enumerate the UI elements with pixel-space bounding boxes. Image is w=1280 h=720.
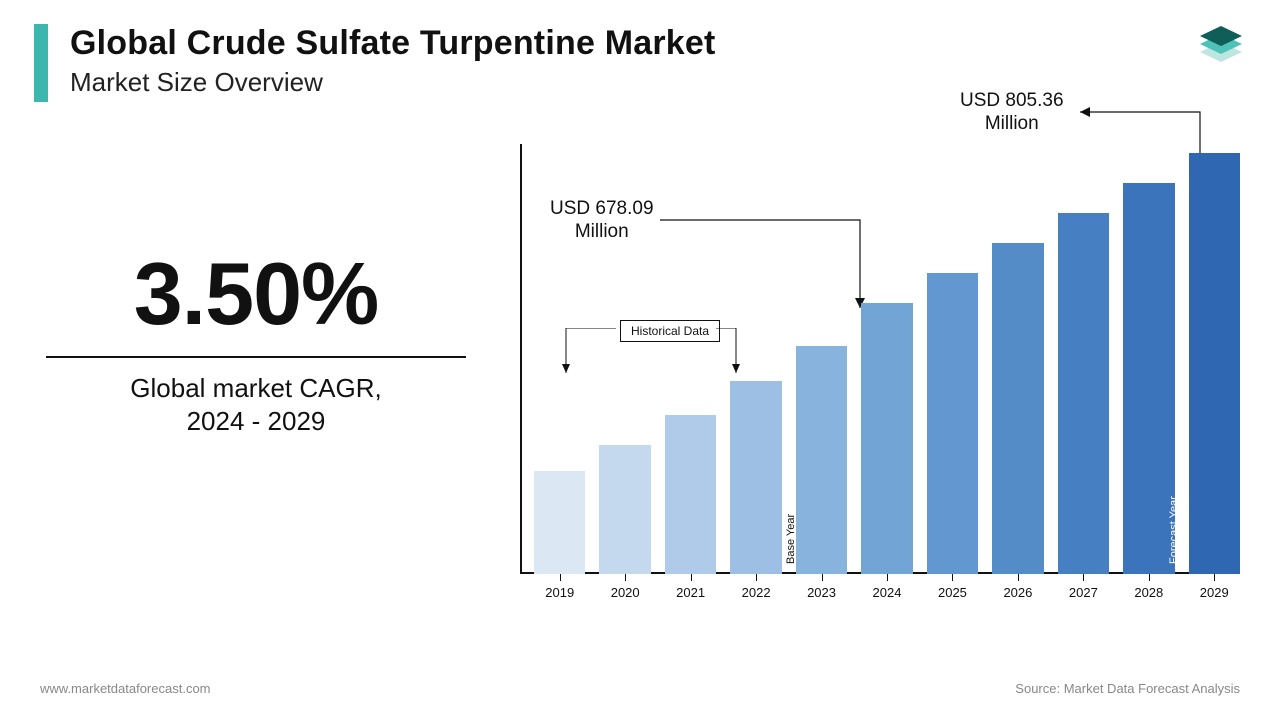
footer-url: www.marketdataforecast.com xyxy=(40,681,211,696)
x-label-2026: 2026 xyxy=(992,585,1043,600)
infographic-canvas: Global Crude Sulfate Turpentine Market M… xyxy=(0,0,1280,720)
x-label-2022: 2022 xyxy=(730,585,781,600)
x-labels: 2019 2020 2021 2022 2023 2024 2025 2026 2027 2028… xyxy=(534,585,1240,600)
bar-2025 xyxy=(927,273,978,574)
cagr-stat: 3.50% Global market CAGR, 2024 - 2029 xyxy=(46,250,466,437)
in-bar-label-2023: Base Year xyxy=(784,514,796,564)
cagr-label: Global market CAGR, 2024 - 2029 xyxy=(46,372,466,437)
x-label-2019: 2019 xyxy=(534,585,585,600)
callout-2029: USD 805.36 Million xyxy=(960,90,1064,136)
bar-2019 xyxy=(534,471,585,574)
accent-bar xyxy=(34,24,48,102)
logo-layers xyxy=(1200,26,1242,62)
bar-2029: Forecast Year xyxy=(1189,153,1240,574)
bar-2022 xyxy=(730,381,781,575)
bar-2028 xyxy=(1123,183,1174,574)
x-label-2023: 2023 xyxy=(796,585,847,600)
divider xyxy=(46,356,466,358)
footer-source: Source: Market Data Forecast Analysis xyxy=(1015,681,1240,696)
bars-container: Base Year Forecast Year xyxy=(534,144,1240,574)
x-label-2025: 2025 xyxy=(927,585,978,600)
x-label-2028: 2028 xyxy=(1123,585,1174,600)
bar-2021 xyxy=(665,415,716,574)
x-label-2021: 2021 xyxy=(665,585,716,600)
x-label-2027: 2027 xyxy=(1058,585,1109,600)
bar-2023: Base Year xyxy=(796,346,847,574)
cagr-value: 3.50% xyxy=(46,250,466,338)
in-bar-label-2029: Forecast Year xyxy=(1168,496,1180,564)
x-label-2020: 2020 xyxy=(599,585,650,600)
page-subtitle: Market Size Overview xyxy=(70,67,716,98)
bar-chart: USD 678.09 Million USD 805.36 Million Hi… xyxy=(520,130,1240,620)
header: Global Crude Sulfate Turpentine Market M… xyxy=(34,24,716,102)
x-label-2024: 2024 xyxy=(861,585,912,600)
x-label-2029: 2029 xyxy=(1189,585,1240,600)
page-title: Global Crude Sulfate Turpentine Market xyxy=(70,24,716,63)
bar-2027 xyxy=(1058,213,1109,574)
plot-area: Base Year Forecast Year xyxy=(520,144,1240,574)
bar-2020 xyxy=(599,445,650,574)
header-text: Global Crude Sulfate Turpentine Market M… xyxy=(70,24,716,98)
y-axis xyxy=(520,144,522,574)
bar-2026 xyxy=(992,243,1043,574)
bar-2024 xyxy=(861,303,912,574)
logo-icon xyxy=(1196,22,1246,66)
